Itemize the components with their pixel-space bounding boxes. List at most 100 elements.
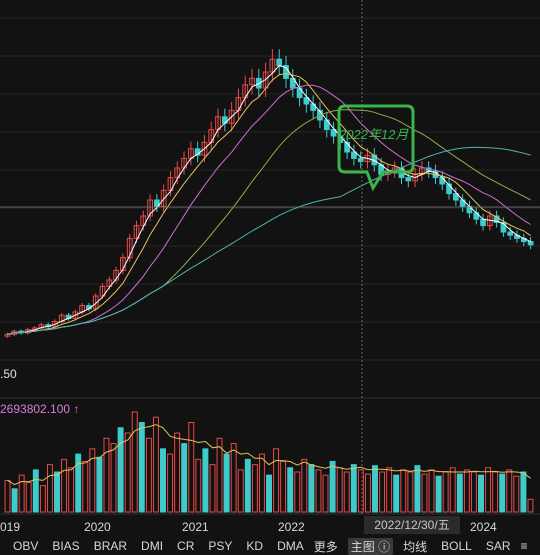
candle-body bbox=[527, 241, 534, 246]
volume-bar bbox=[89, 448, 96, 513]
tab-bias[interactable]: BIAS bbox=[52, 539, 80, 553]
volume-bar bbox=[266, 474, 272, 513]
volume-bar bbox=[202, 448, 209, 513]
volume-bar bbox=[251, 464, 258, 513]
candle-body bbox=[72, 311, 79, 319]
candle-body bbox=[439, 177, 446, 185]
volume-bar bbox=[364, 473, 371, 513]
volume-bar bbox=[145, 437, 152, 513]
volume-bar bbox=[117, 427, 124, 513]
volume-bar bbox=[11, 488, 18, 513]
tab-dmi[interactable]: DMI bbox=[141, 539, 164, 553]
volume-bar bbox=[61, 458, 68, 513]
volume-bar bbox=[421, 473, 428, 513]
volume-bar bbox=[103, 437, 110, 513]
volume-bar bbox=[138, 422, 145, 513]
menu-icon[interactable]: ≡ bbox=[520, 539, 528, 553]
volume-bar bbox=[124, 432, 131, 513]
candle-body bbox=[106, 279, 113, 287]
ma5-line bbox=[7, 65, 531, 335]
volume-ma-line bbox=[7, 424, 531, 486]
annotation-callout bbox=[337, 104, 415, 192]
volume-bar bbox=[350, 464, 357, 513]
volume-bar bbox=[209, 464, 216, 513]
year-label-2019: 019 bbox=[0, 520, 21, 534]
year-label-2024: 2024 bbox=[470, 520, 497, 534]
ma20-line bbox=[7, 84, 531, 335]
tab-kd[interactable]: KD bbox=[246, 539, 264, 553]
tab-obv[interactable]: OBV bbox=[13, 539, 39, 553]
candle-body bbox=[269, 58, 276, 73]
candle-body bbox=[99, 285, 106, 297]
volume-bar bbox=[449, 467, 456, 513]
volume-bar bbox=[174, 432, 181, 513]
volume-bar bbox=[428, 469, 435, 513]
volume-bar bbox=[336, 467, 343, 513]
volume-bar bbox=[181, 443, 188, 513]
volume-bar bbox=[258, 453, 265, 513]
volume-bar bbox=[287, 467, 294, 513]
volume-bar bbox=[96, 456, 103, 513]
volume-bar bbox=[75, 453, 82, 513]
volume-bar bbox=[223, 453, 230, 513]
year-label-2022: 2022 bbox=[278, 520, 305, 534]
volume-bar bbox=[513, 475, 520, 513]
crosshair-date-tooltip: 2022/12/30/五 bbox=[364, 516, 460, 534]
tab-main-chart[interactable]: 主图 ⓘ bbox=[347, 537, 394, 555]
candle-body bbox=[357, 157, 364, 163]
volume-bar bbox=[357, 469, 364, 513]
candle-body bbox=[133, 225, 140, 239]
tab-boll[interactable]: BOLL bbox=[441, 539, 472, 553]
volume-bar bbox=[379, 471, 386, 513]
volume-readout: 2693802.100 ↑ bbox=[0, 402, 80, 416]
tab-more[interactable]: 更多 bbox=[313, 539, 338, 554]
volume-bar bbox=[386, 467, 393, 513]
candle-body bbox=[147, 199, 153, 217]
candle-body bbox=[351, 151, 357, 159]
volume-bar bbox=[39, 485, 46, 513]
ma60-line bbox=[7, 109, 531, 335]
tab-psy[interactable]: PSY bbox=[208, 539, 233, 553]
volume-bar bbox=[152, 416, 159, 513]
volume-bar bbox=[400, 469, 407, 513]
volume-bar bbox=[237, 469, 244, 513]
volume-bar bbox=[230, 443, 237, 513]
tab-ma[interactable]: 均线 bbox=[403, 539, 428, 554]
volume-bar bbox=[315, 469, 322, 513]
ma120-line bbox=[7, 146, 531, 335]
candle-body bbox=[405, 177, 412, 182]
candle-body bbox=[174, 167, 181, 179]
year-label-2021: 2021 bbox=[182, 520, 209, 534]
indicator-tab-bar: OBV BIAS BRAR DMI CR PSY KD DMA 更多 主图 ⓘ … bbox=[0, 537, 540, 555]
volume-bar bbox=[329, 460, 336, 513]
tab-dma[interactable]: DMA bbox=[277, 539, 304, 553]
tab-sar[interactable]: SAR bbox=[485, 539, 511, 553]
tab-cr[interactable]: CR bbox=[177, 539, 195, 553]
tab-brar[interactable]: BRAR bbox=[93, 539, 128, 553]
volume-bar bbox=[18, 474, 25, 513]
year-label-2020: 2020 bbox=[84, 520, 111, 534]
candle-body bbox=[283, 65, 289, 79]
volume-bar bbox=[407, 471, 414, 513]
volume-bar bbox=[499, 473, 506, 513]
volume-bar bbox=[216, 437, 223, 513]
candle-body bbox=[493, 215, 500, 223]
candle-body bbox=[52, 321, 58, 327]
volume-bar bbox=[68, 467, 75, 513]
candle-body bbox=[507, 231, 514, 236]
candle-body bbox=[446, 183, 452, 195]
volume-bar bbox=[527, 498, 534, 513]
volume-bar bbox=[322, 474, 329, 513]
volume-bar bbox=[435, 475, 442, 513]
volume-bar bbox=[520, 471, 527, 513]
candle-body bbox=[276, 58, 283, 67]
volume-bar bbox=[308, 464, 315, 513]
volume-bar bbox=[25, 482, 32, 513]
volume-bar bbox=[110, 443, 117, 513]
volume-bar bbox=[46, 464, 53, 513]
candle-body bbox=[167, 177, 174, 191]
volume-bar bbox=[32, 469, 39, 513]
candle-body bbox=[330, 129, 337, 137]
